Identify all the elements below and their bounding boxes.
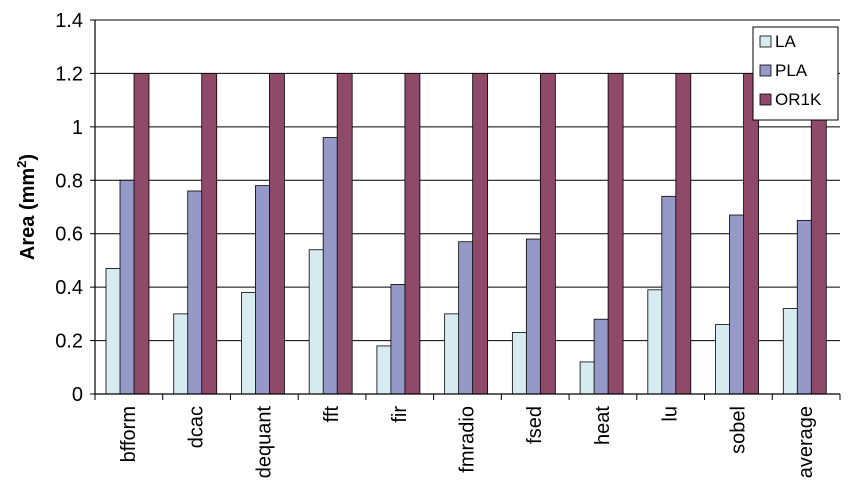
bar-pla-dcac	[187, 190, 204, 395]
y-tick-label: 0.6	[55, 224, 83, 246]
legend-swatch-la	[759, 35, 772, 48]
axes	[94, 20, 840, 395]
bar-pla-lu	[661, 195, 678, 395]
bar-or1k-heat	[607, 73, 624, 395]
x-tick-label: heat	[592, 406, 614, 445]
bar-pla-sobel	[729, 214, 745, 395]
x-tick-label: fir	[389, 406, 411, 423]
x-tick-label: average	[795, 406, 817, 478]
bar-or1k-dequant	[269, 73, 285, 395]
legend: LA PLA OR1K	[752, 26, 839, 121]
legend-label-or1k: OR1K	[775, 90, 822, 109]
x-tick-labels: bfform dcac dequant fft fir fmradio fsed heat lu…	[94, 394, 841, 479]
y-tick-label: 0	[72, 384, 83, 406]
bar-la-lu	[647, 289, 664, 395]
bar-pla-fmradio	[458, 241, 475, 395]
y-tick-label: 1.2	[55, 63, 83, 85]
bar-or1k-fsed	[539, 73, 556, 395]
bar-la-fmradio	[444, 313, 461, 395]
bar-la-bfform	[105, 268, 122, 395]
bar-la-heat	[579, 361, 596, 395]
x-tick-label: lu	[660, 406, 682, 422]
bar-la-fsed	[511, 332, 528, 395]
y-tick-label: 0.4	[55, 277, 83, 299]
legend-label-la: LA	[775, 32, 796, 51]
bar-or1k-sobel	[743, 73, 759, 395]
y-tick-label: 0.2	[55, 331, 83, 353]
bars	[105, 73, 827, 395]
x-tick-label: dcac	[186, 406, 208, 448]
grid-lines	[95, 19, 840, 342]
x-tick-label: fft	[321, 406, 343, 423]
y-axis-label: Area (mm2)	[14, 154, 39, 260]
y-axis-label-superscript: 2	[14, 161, 29, 168]
x-tick-label: bfform	[118, 406, 140, 462]
bar-pla-heat	[593, 318, 610, 395]
y-tick-label: 1.4	[55, 10, 83, 32]
bar-pla-fsed	[525, 238, 542, 395]
bar-pla-dequant	[255, 185, 271, 395]
legend-swatch-or1k	[759, 93, 772, 106]
bar-or1k-lu	[675, 73, 692, 395]
bar-or1k-average	[810, 73, 827, 395]
x-tick-label: sobel	[727, 406, 749, 454]
bar-la-dcac	[173, 313, 190, 395]
bar-or1k-fmradio	[472, 73, 489, 395]
legend-swatch-pla	[759, 64, 772, 77]
legend-label-pla: PLA	[775, 61, 808, 80]
x-tick-label: dequant	[253, 406, 275, 479]
bar-la-average	[782, 308, 799, 395]
bar-or1k-dcac	[201, 73, 218, 395]
y-tick-label: 1	[72, 117, 83, 139]
y-tick-label: 0.8	[55, 170, 83, 192]
bar-la-fft	[308, 249, 325, 395]
x-tick-label: fmradio	[457, 406, 479, 473]
bar-pla-fir	[390, 284, 407, 395]
x-tick-label: fsed	[524, 406, 546, 444]
bar-pla-fft	[322, 137, 339, 395]
bar-la-sobel	[715, 324, 731, 395]
bar-pla-average	[796, 219, 813, 395]
bar-la-dequant	[241, 292, 257, 395]
bar-pla-bfform	[119, 179, 136, 395]
bar-or1k-fft	[336, 73, 353, 395]
bar-or1k-fir	[404, 73, 421, 395]
bar-or1k-bfform	[133, 73, 150, 395]
bar-la-fir	[376, 345, 393, 395]
y-tick-labels: 0 0.2 0.4 0.6 0.8 1 1.2 1.4	[55, 10, 95, 406]
